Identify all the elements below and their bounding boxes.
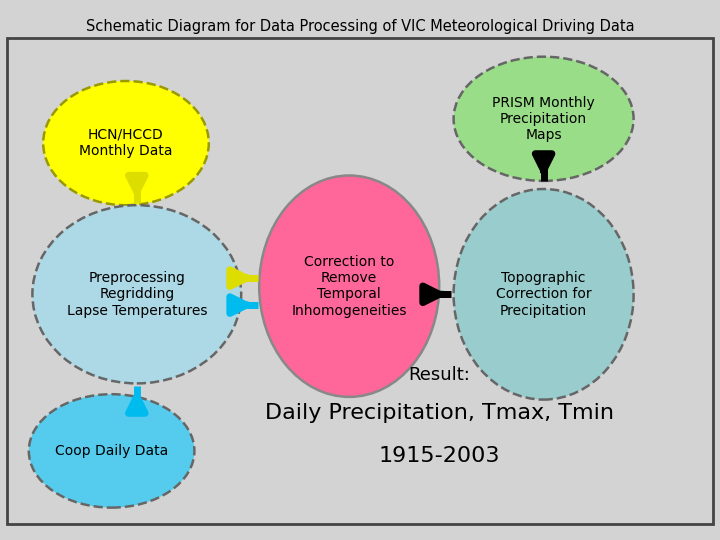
- Ellipse shape: [259, 176, 439, 397]
- Text: Correction to
Remove
Temporal
Inhomogeneities: Correction to Remove Temporal Inhomogene…: [292, 255, 407, 318]
- Ellipse shape: [32, 205, 241, 383]
- Text: Daily Precipitation, Tmax, Tmin: Daily Precipitation, Tmax, Tmin: [265, 403, 613, 423]
- Text: Topographic
Correction for
Precipitation: Topographic Correction for Precipitation: [496, 271, 591, 318]
- Text: Schematic Diagram for Data Processing of VIC Meteorological Driving Data: Schematic Diagram for Data Processing of…: [86, 19, 634, 34]
- Text: PRISM Monthly
Precipitation
Maps: PRISM Monthly Precipitation Maps: [492, 96, 595, 142]
- Text: HCN/HCCD
Monthly Data: HCN/HCCD Monthly Data: [79, 128, 173, 158]
- Text: Preprocessing
Regridding
Lapse Temperatures: Preprocessing Regridding Lapse Temperatu…: [66, 271, 207, 318]
- Ellipse shape: [29, 394, 194, 508]
- Text: 1915-2003: 1915-2003: [379, 446, 500, 467]
- Text: Result:: Result:: [408, 366, 470, 384]
- Text: Coop Daily Data: Coop Daily Data: [55, 444, 168, 458]
- Ellipse shape: [454, 57, 634, 181]
- Ellipse shape: [43, 81, 209, 205]
- Ellipse shape: [454, 189, 634, 400]
